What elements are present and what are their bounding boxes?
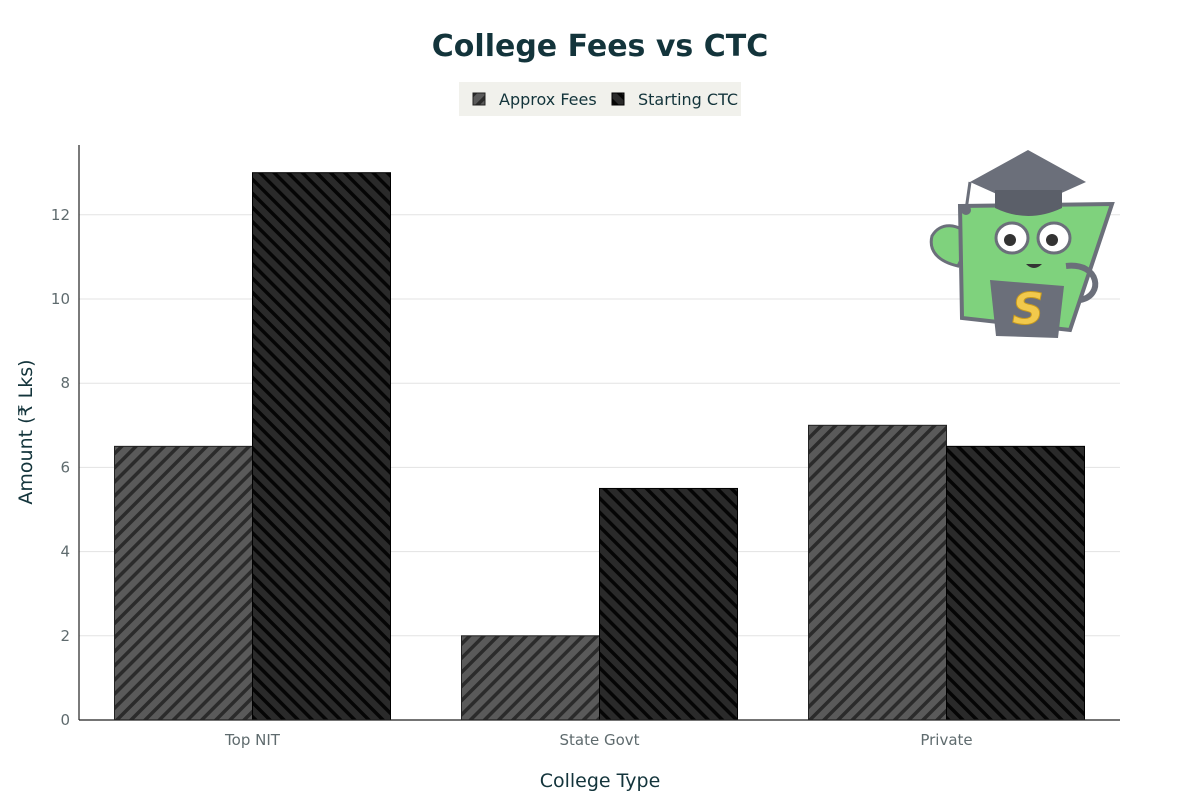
y-tick-label: 2 — [60, 627, 70, 645]
y-tick-label: 8 — [60, 374, 70, 392]
legend-swatch-approx-fees — [472, 92, 486, 106]
graduation-mascot-icon: S — [929, 150, 1115, 338]
y-tick-label: 6 — [60, 458, 70, 476]
x-tick-labels: Top NIT State Govt Private — [224, 731, 973, 749]
bar-starting-ctc — [252, 172, 391, 721]
legend: Approx Fees Starting CTC — [459, 82, 741, 116]
legend-label-starting-ctc: Starting CTC — [638, 90, 738, 109]
bar-approx-fees — [808, 424, 947, 721]
bars — [114, 172, 1085, 721]
y-tick-label: 12 — [51, 206, 70, 224]
bar-approx-fees — [114, 445, 253, 721]
y-tick-labels: 0 2 4 6 8 10 12 — [51, 206, 70, 729]
y-tick-label: 4 — [60, 543, 70, 561]
chart-title: College Fees vs CTC — [432, 29, 768, 64]
bar-starting-ctc — [599, 487, 738, 721]
mascot-letter: S — [1012, 284, 1044, 335]
x-axis-title: College Type — [540, 770, 661, 792]
bar-starting-ctc — [946, 445, 1085, 721]
legend-background — [459, 82, 741, 116]
legend-swatch-starting-ctc — [611, 92, 625, 106]
y-tick-label: 0 — [60, 711, 70, 729]
y-axis-title: Amount (₹ Lks) — [15, 359, 37, 504]
x-tick-label: Top NIT — [224, 731, 281, 749]
y-tick-label: 10 — [51, 290, 70, 308]
x-tick-label: State Govt — [559, 731, 639, 749]
x-tick-label: Private — [920, 731, 972, 749]
bar-approx-fees — [461, 635, 600, 721]
legend-label-approx-fees: Approx Fees — [499, 90, 597, 109]
